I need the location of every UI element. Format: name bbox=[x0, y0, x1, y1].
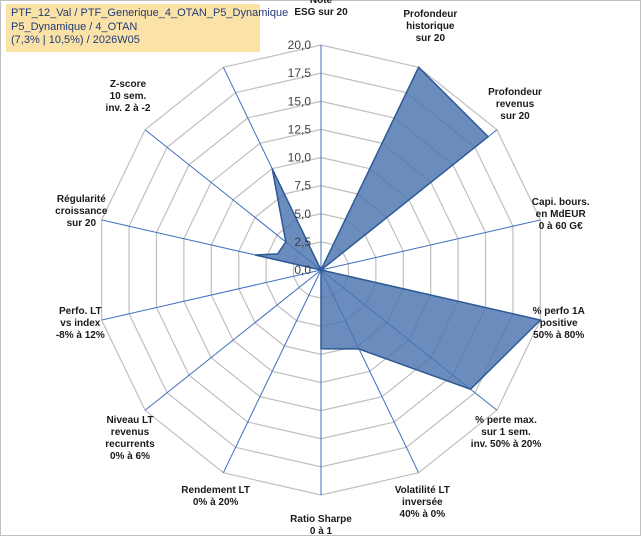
axis-label: Rendement LT 0% à 20% bbox=[181, 485, 250, 508]
axis-label-line: % perte max. bbox=[475, 415, 537, 426]
axis-label: Niveau LT revenus recurrents 0% à 6% bbox=[105, 415, 155, 462]
axis-label: % perfo 1A positive 50% à 80% bbox=[533, 306, 585, 341]
tick-label: 5,0 bbox=[294, 207, 311, 221]
data-series-area bbox=[255, 66, 542, 391]
axis-spoke bbox=[101, 269, 322, 321]
axis-label-line: sur 20 bbox=[500, 111, 530, 122]
legend-line-1: PTF_12_Val / PTF_Generique_4_OTAN_P5_Dyn… bbox=[11, 7, 289, 19]
axis-label-line: inversée bbox=[402, 497, 443, 508]
axis-label: Perfo. LT vs index -8% à 12% bbox=[56, 306, 105, 341]
axis-label-line: 40% à 0% bbox=[400, 509, 446, 520]
legend-line-2: P5_Dynamique / 4_OTAN bbox=[11, 20, 138, 33]
axis-label-line: Ratio Sharpe bbox=[290, 514, 352, 525]
tick-label: 15,0 bbox=[288, 94, 312, 108]
axis-label: Profondeur historique sur 20 bbox=[403, 9, 457, 44]
axis-label-line: Volatilité LT bbox=[395, 485, 450, 496]
axis-label: Régularité croissance sur 20 bbox=[55, 194, 108, 229]
axis-label-line: revenus bbox=[496, 99, 535, 110]
axis-label-line: inv. 2 à -2 bbox=[106, 103, 151, 114]
tick-label: 12,5 bbox=[288, 122, 312, 136]
axis-spoke bbox=[320, 219, 541, 271]
axis-label-line: Régularité bbox=[57, 194, 106, 205]
chart-legend: PTF_12_Val / PTF_Generique_4_OTAN_P5_Dyn… bbox=[6, 4, 289, 52]
axis-label: Ratio Sharpe 0 à 1 bbox=[290, 514, 352, 536]
tick-label: 10,0 bbox=[288, 151, 312, 165]
tick-label: 7,5 bbox=[294, 179, 311, 193]
axis-label-line: ESG sur 20 bbox=[294, 7, 348, 18]
axis-label-line: 0 à 60 G€ bbox=[539, 221, 583, 232]
axis-label-line: croissance bbox=[55, 206, 108, 217]
axis-label: Capi. bours. en MdEUR 0 à 60 G€ bbox=[532, 197, 590, 232]
axis-label-line: Rendement LT bbox=[181, 485, 250, 496]
axis-label: Volatilité LT inversée 40% à 0% bbox=[395, 485, 450, 520]
axis-label-line: Profondeur bbox=[488, 87, 542, 98]
axis-label-line: -8% à 12% bbox=[56, 330, 105, 341]
axis-spoke bbox=[222, 269, 322, 473]
legend-line-3: (7,3% | 10,5%) / 2026W05 bbox=[11, 34, 140, 46]
axis-label-line: 0 à 1 bbox=[310, 526, 333, 536]
axis-label: Z-score 10 sem. inv. 2 à -2 bbox=[106, 79, 151, 114]
axis-label-line: en MdEUR bbox=[536, 209, 587, 220]
axis-label: % perte max. sur 1 sem. inv. 50% à 20% bbox=[471, 415, 542, 450]
axis-label-line: Capi. bours. bbox=[532, 197, 590, 208]
axis-label-line: Note bbox=[310, 0, 333, 6]
axis-label-line: vs index bbox=[60, 318, 100, 329]
axis-label-line: sur 20 bbox=[67, 218, 97, 229]
axis-label-line: % perfo 1A bbox=[533, 306, 585, 317]
axis-label-line: sur 20 bbox=[416, 33, 446, 44]
axis-label: Régularité croissance sur 20 bbox=[0, 0, 137, 3]
axis-label-line: Perfo. LT bbox=[59, 306, 102, 317]
tick-label: 17,5 bbox=[288, 66, 312, 80]
axis-label-line: 0% à 6% bbox=[110, 451, 150, 462]
axis-label-line: positive bbox=[540, 318, 578, 329]
axis-label-line: revenus bbox=[111, 427, 150, 438]
axis-spoke bbox=[144, 269, 322, 411]
axis-label-line: Profondeur bbox=[403, 9, 457, 20]
axis-label-line: Z-score bbox=[110, 79, 147, 90]
axis-label-line: historique bbox=[406, 21, 455, 32]
axis-label-line: recurrents bbox=[105, 439, 155, 450]
tick-label: 20,0 bbox=[288, 38, 312, 52]
axis-label: Profondeur revenus sur 20 bbox=[488, 87, 542, 122]
axis-label-line: Niveau LT bbox=[106, 415, 153, 426]
tick-label: 0,0 bbox=[294, 263, 311, 277]
tick-label: 2,5 bbox=[294, 235, 311, 249]
axis-label-line: 50% à 80% bbox=[533, 330, 584, 341]
axis-label: Note ESG sur 20 bbox=[294, 0, 348, 18]
axis-label-line: 10 sem. bbox=[110, 91, 147, 102]
axis-label-line: sur 1 sem. bbox=[481, 427, 531, 438]
axis-label-line: 0% à 20% bbox=[193, 497, 239, 508]
axis-label-line: inv. 50% à 20% bbox=[471, 439, 542, 450]
